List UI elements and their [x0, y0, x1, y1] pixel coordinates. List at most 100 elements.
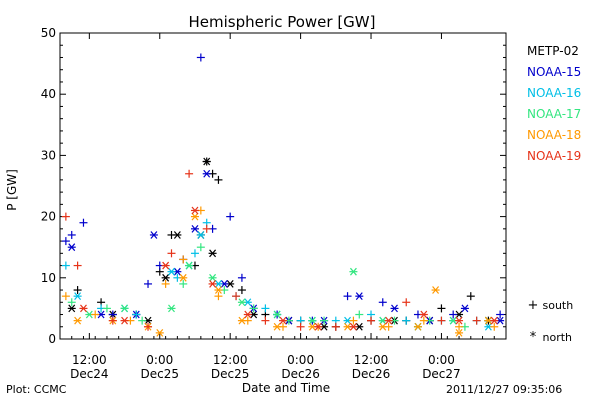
legend-item-noaa-18: NOAA-18	[527, 128, 582, 142]
marker-key-south: + south	[527, 298, 574, 313]
marker-key-south-label: south	[542, 299, 574, 312]
point-south-noaa-15	[61, 237, 70, 246]
x-tick-sublabel: Dec24	[70, 367, 109, 381]
point-south-noaa-19	[331, 322, 340, 331]
point-north-noaa-18	[455, 328, 464, 337]
point-north-noaa-18	[190, 212, 199, 221]
point-north-noaa-16	[196, 231, 205, 239]
point-north-noaa-15	[390, 304, 399, 313]
point-south-noaa-15	[67, 230, 76, 239]
point-south-noaa-17	[102, 304, 111, 313]
point-south-noaa-15	[237, 273, 246, 282]
point-south-metp-02	[466, 292, 475, 301]
legend-item-noaa-19: NOAA-19	[527, 149, 582, 163]
point-north-noaa-17	[185, 261, 194, 270]
point-south-metp-02	[73, 286, 82, 295]
point-south-noaa-17	[179, 279, 188, 288]
point-south-noaa-19	[108, 316, 117, 325]
point-south-noaa-15	[196, 53, 205, 62]
y-tick-label: 40	[41, 87, 56, 101]
point-south-noaa-18	[490, 322, 499, 331]
point-north-noaa-18	[214, 286, 223, 294]
point-north-metp-02	[202, 157, 211, 166]
point-north-noaa-19	[79, 304, 88, 313]
point-south-noaa-16	[132, 310, 141, 319]
point-north-noaa-18	[73, 316, 82, 325]
x-tick-sublabel: Dec26	[352, 367, 391, 381]
point-north-noaa-15	[460, 304, 469, 313]
point-north-noaa-17	[167, 304, 176, 313]
point-south-noaa-15	[378, 298, 387, 307]
plot-frame	[59, 32, 507, 340]
footer-timestamp: 2011/12/27 09:35:06	[446, 383, 563, 396]
point-south-noaa-18	[214, 292, 223, 301]
point-north-metp-02	[208, 249, 217, 258]
point-north-metp-02	[161, 273, 170, 282]
point-north-noaa-17	[273, 310, 282, 319]
point-north-metp-02	[173, 231, 182, 239]
x-tick-sublabel: Dec26	[281, 367, 320, 381]
point-north-noaa-18	[413, 322, 422, 331]
marker-key-north: * north	[527, 330, 572, 345]
point-south-noaa-19	[202, 224, 211, 233]
point-south-noaa-18	[161, 279, 170, 288]
point-north-noaa-18	[431, 286, 440, 294]
point-north-noaa-19	[455, 316, 464, 325]
point-south-noaa-19	[61, 212, 70, 221]
point-north-noaa-15	[190, 224, 199, 233]
plus-icon: +	[527, 298, 539, 313]
marker-key-north-label: north	[542, 331, 573, 344]
point-north-noaa-19	[279, 316, 287, 325]
point-north-noaa-16	[73, 292, 82, 301]
point-south-noaa-19	[296, 322, 305, 331]
legend-item-noaa-15: NOAA-15	[527, 65, 582, 79]
x-tick-label: 12:00	[213, 353, 248, 367]
point-south-noaa-18	[349, 316, 358, 325]
point-south-noaa-19	[232, 292, 241, 301]
point-north-noaa-17	[308, 316, 317, 325]
x-tick-label: 0:00	[287, 353, 314, 367]
point-north-noaa-18	[155, 328, 164, 337]
point-south-noaa-18	[91, 310, 100, 319]
point-south-noaa-18	[455, 322, 464, 331]
point-south-noaa-15	[144, 279, 153, 288]
legend-item-metp-02: METP-02	[527, 44, 579, 58]
point-south-noaa-17	[355, 310, 364, 319]
point-south-noaa-16	[61, 261, 70, 270]
point-south-noaa-16	[261, 304, 270, 313]
point-south-noaa-19	[437, 316, 446, 325]
point-south-noaa-19	[367, 316, 376, 325]
y-tick-label: 50	[41, 26, 56, 40]
asterisk-icon: *	[529, 330, 537, 345]
point-north-noaa-16	[167, 267, 176, 276]
y-tick-label: 0	[48, 332, 56, 346]
point-south-metp-02	[237, 286, 246, 295]
point-south-noaa-19	[472, 316, 481, 325]
y-tick-label: 20	[41, 210, 56, 224]
footer-credit: Plot: CCMC	[6, 383, 67, 396]
point-north-noaa-19	[243, 310, 252, 319]
point-south-noaa-17	[138, 316, 147, 325]
point-south-noaa-15	[496, 310, 505, 319]
point-north-noaa-17	[237, 298, 246, 307]
point-north-noaa-19	[349, 322, 358, 331]
point-south-noaa-17	[67, 298, 76, 307]
point-south-noaa-16	[402, 316, 411, 325]
point-south-noaa-19	[167, 249, 176, 258]
point-south-noaa-19	[144, 322, 153, 331]
point-north-noaa-19	[208, 280, 217, 288]
x-tick-label: 12:00	[72, 353, 107, 367]
point-north-noaa-19	[120, 316, 129, 325]
point-south-noaa-18	[179, 255, 188, 264]
point-north-noaa-18	[237, 316, 246, 325]
x-tick-sublabel: Dec25	[211, 367, 250, 381]
point-south-noaa-19	[185, 169, 194, 178]
x-tick-label: 0:00	[146, 353, 173, 367]
x-tick-sublabel: Dec25	[141, 367, 180, 381]
chart-title: Hemispheric Power [GW]	[189, 13, 376, 31]
point-south-noaa-15	[226, 212, 235, 221]
point-south-noaa-17	[196, 243, 205, 252]
point-north-noaa-19	[419, 310, 428, 319]
point-north-noaa-15	[67, 243, 76, 252]
point-south-noaa-15	[449, 310, 458, 319]
